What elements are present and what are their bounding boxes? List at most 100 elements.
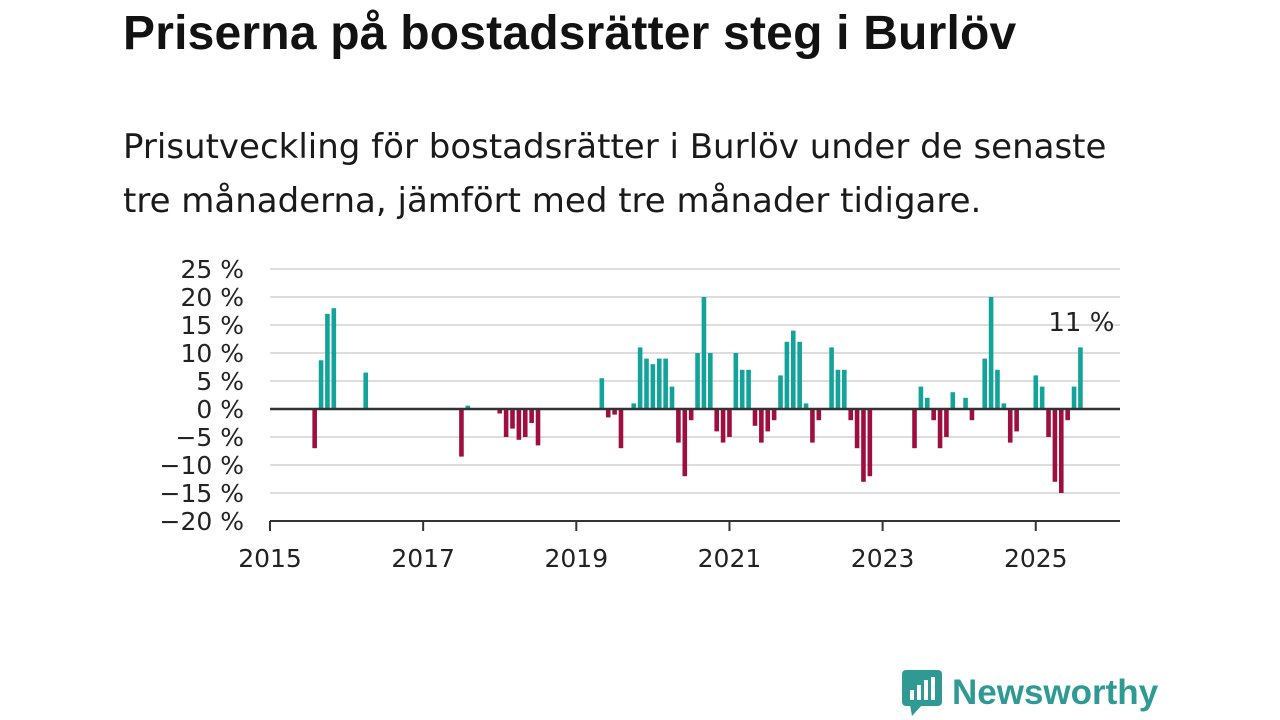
bar [1071, 386, 1077, 409]
bar [669, 386, 675, 409]
bar [861, 409, 866, 482]
bar [535, 409, 541, 446]
bar [944, 409, 949, 437]
brand-name: Newsworthy [952, 673, 1159, 712]
bar [656, 358, 662, 409]
chart-title: Priserna på bostadsrätter steg i Burlöv [123, 7, 1017, 60]
bar [331, 308, 337, 409]
bar [835, 369, 841, 409]
bar [988, 297, 994, 409]
bar [1078, 347, 1083, 409]
x-tick-label: 2025 [1004, 544, 1068, 573]
axes [269, 407, 1120, 531]
bar [746, 369, 751, 409]
bar [765, 409, 771, 432]
tick-labels: 25 %20 %15 %10 %5 %0 %−5 %−10 %−15 %−20 … [160, 255, 1068, 573]
x-tick-label: 2019 [544, 544, 608, 573]
bar [797, 341, 802, 409]
bar [733, 353, 739, 409]
bar [995, 369, 1000, 409]
y-tick-label: 0 % [196, 395, 244, 424]
bar [459, 409, 464, 457]
bar [663, 358, 668, 409]
bar [701, 297, 707, 409]
bar [1058, 409, 1064, 493]
bar [969, 409, 975, 421]
y-tick-label: 5 % [196, 367, 244, 396]
bar [842, 369, 847, 409]
bar [727, 409, 732, 437]
bar [318, 360, 324, 409]
bar [714, 409, 719, 432]
bar [803, 403, 809, 409]
bar [816, 409, 822, 421]
bar [695, 353, 700, 409]
chart-subtitle: Prisutveckling för bostadsrätter i Burlö… [123, 127, 1107, 221]
bar [650, 364, 656, 409]
bar [784, 341, 790, 409]
y-tick-label: −5 % [175, 423, 244, 452]
bar [759, 409, 764, 443]
bar [790, 330, 796, 409]
bar [325, 313, 330, 409]
x-tick-label: 2023 [851, 544, 915, 573]
bar [631, 403, 637, 409]
x-tick-label: 2017 [391, 544, 455, 573]
x-tick-label: 2021 [698, 544, 762, 573]
bar [810, 409, 815, 443]
bar [771, 409, 777, 421]
bar [510, 409, 515, 429]
y-tick-label: 15 % [180, 311, 244, 340]
bar [1033, 375, 1039, 409]
x-tick-label: 2015 [238, 544, 302, 573]
bar [599, 378, 605, 409]
bar [522, 409, 528, 437]
bar [752, 409, 758, 426]
bar [829, 347, 834, 409]
bar [720, 409, 726, 443]
bar [982, 358, 988, 409]
bar [1007, 409, 1013, 443]
bar [529, 409, 534, 423]
bar [778, 375, 783, 409]
latest-value-annotation: 11 % [1048, 308, 1114, 338]
bar [1001, 403, 1007, 409]
bar [963, 397, 968, 409]
bar [739, 369, 745, 409]
bar [1052, 409, 1058, 482]
bar [465, 405, 471, 409]
bar [497, 409, 503, 414]
bar [918, 386, 924, 409]
bar [912, 409, 917, 449]
bar [688, 409, 694, 421]
bar [1065, 409, 1070, 421]
bar [637, 347, 643, 409]
bar [1046, 409, 1051, 437]
bar [682, 409, 688, 477]
bar [676, 409, 681, 443]
y-tick-label: 20 % [180, 283, 244, 312]
bar [612, 409, 617, 415]
bar [1039, 386, 1045, 409]
y-tick-label: −10 % [160, 451, 244, 480]
bars [312, 297, 1083, 493]
bar-chart-logo-icon [902, 670, 942, 716]
bar [605, 409, 611, 418]
bar [644, 358, 649, 409]
y-tick-label: 25 % [180, 255, 244, 284]
bar [516, 409, 522, 440]
bar [1014, 409, 1019, 432]
bar [950, 392, 956, 409]
bar [618, 409, 624, 449]
y-tick-label: −15 % [160, 479, 244, 508]
bar [708, 353, 713, 409]
bar [312, 409, 317, 449]
bar [867, 409, 873, 477]
bar [937, 409, 943, 449]
newsworthy-logo: Newsworthy [902, 668, 1158, 718]
bar [363, 372, 369, 409]
y-tick-label: −20 % [160, 507, 244, 536]
bar [854, 409, 860, 449]
bar [848, 409, 854, 421]
